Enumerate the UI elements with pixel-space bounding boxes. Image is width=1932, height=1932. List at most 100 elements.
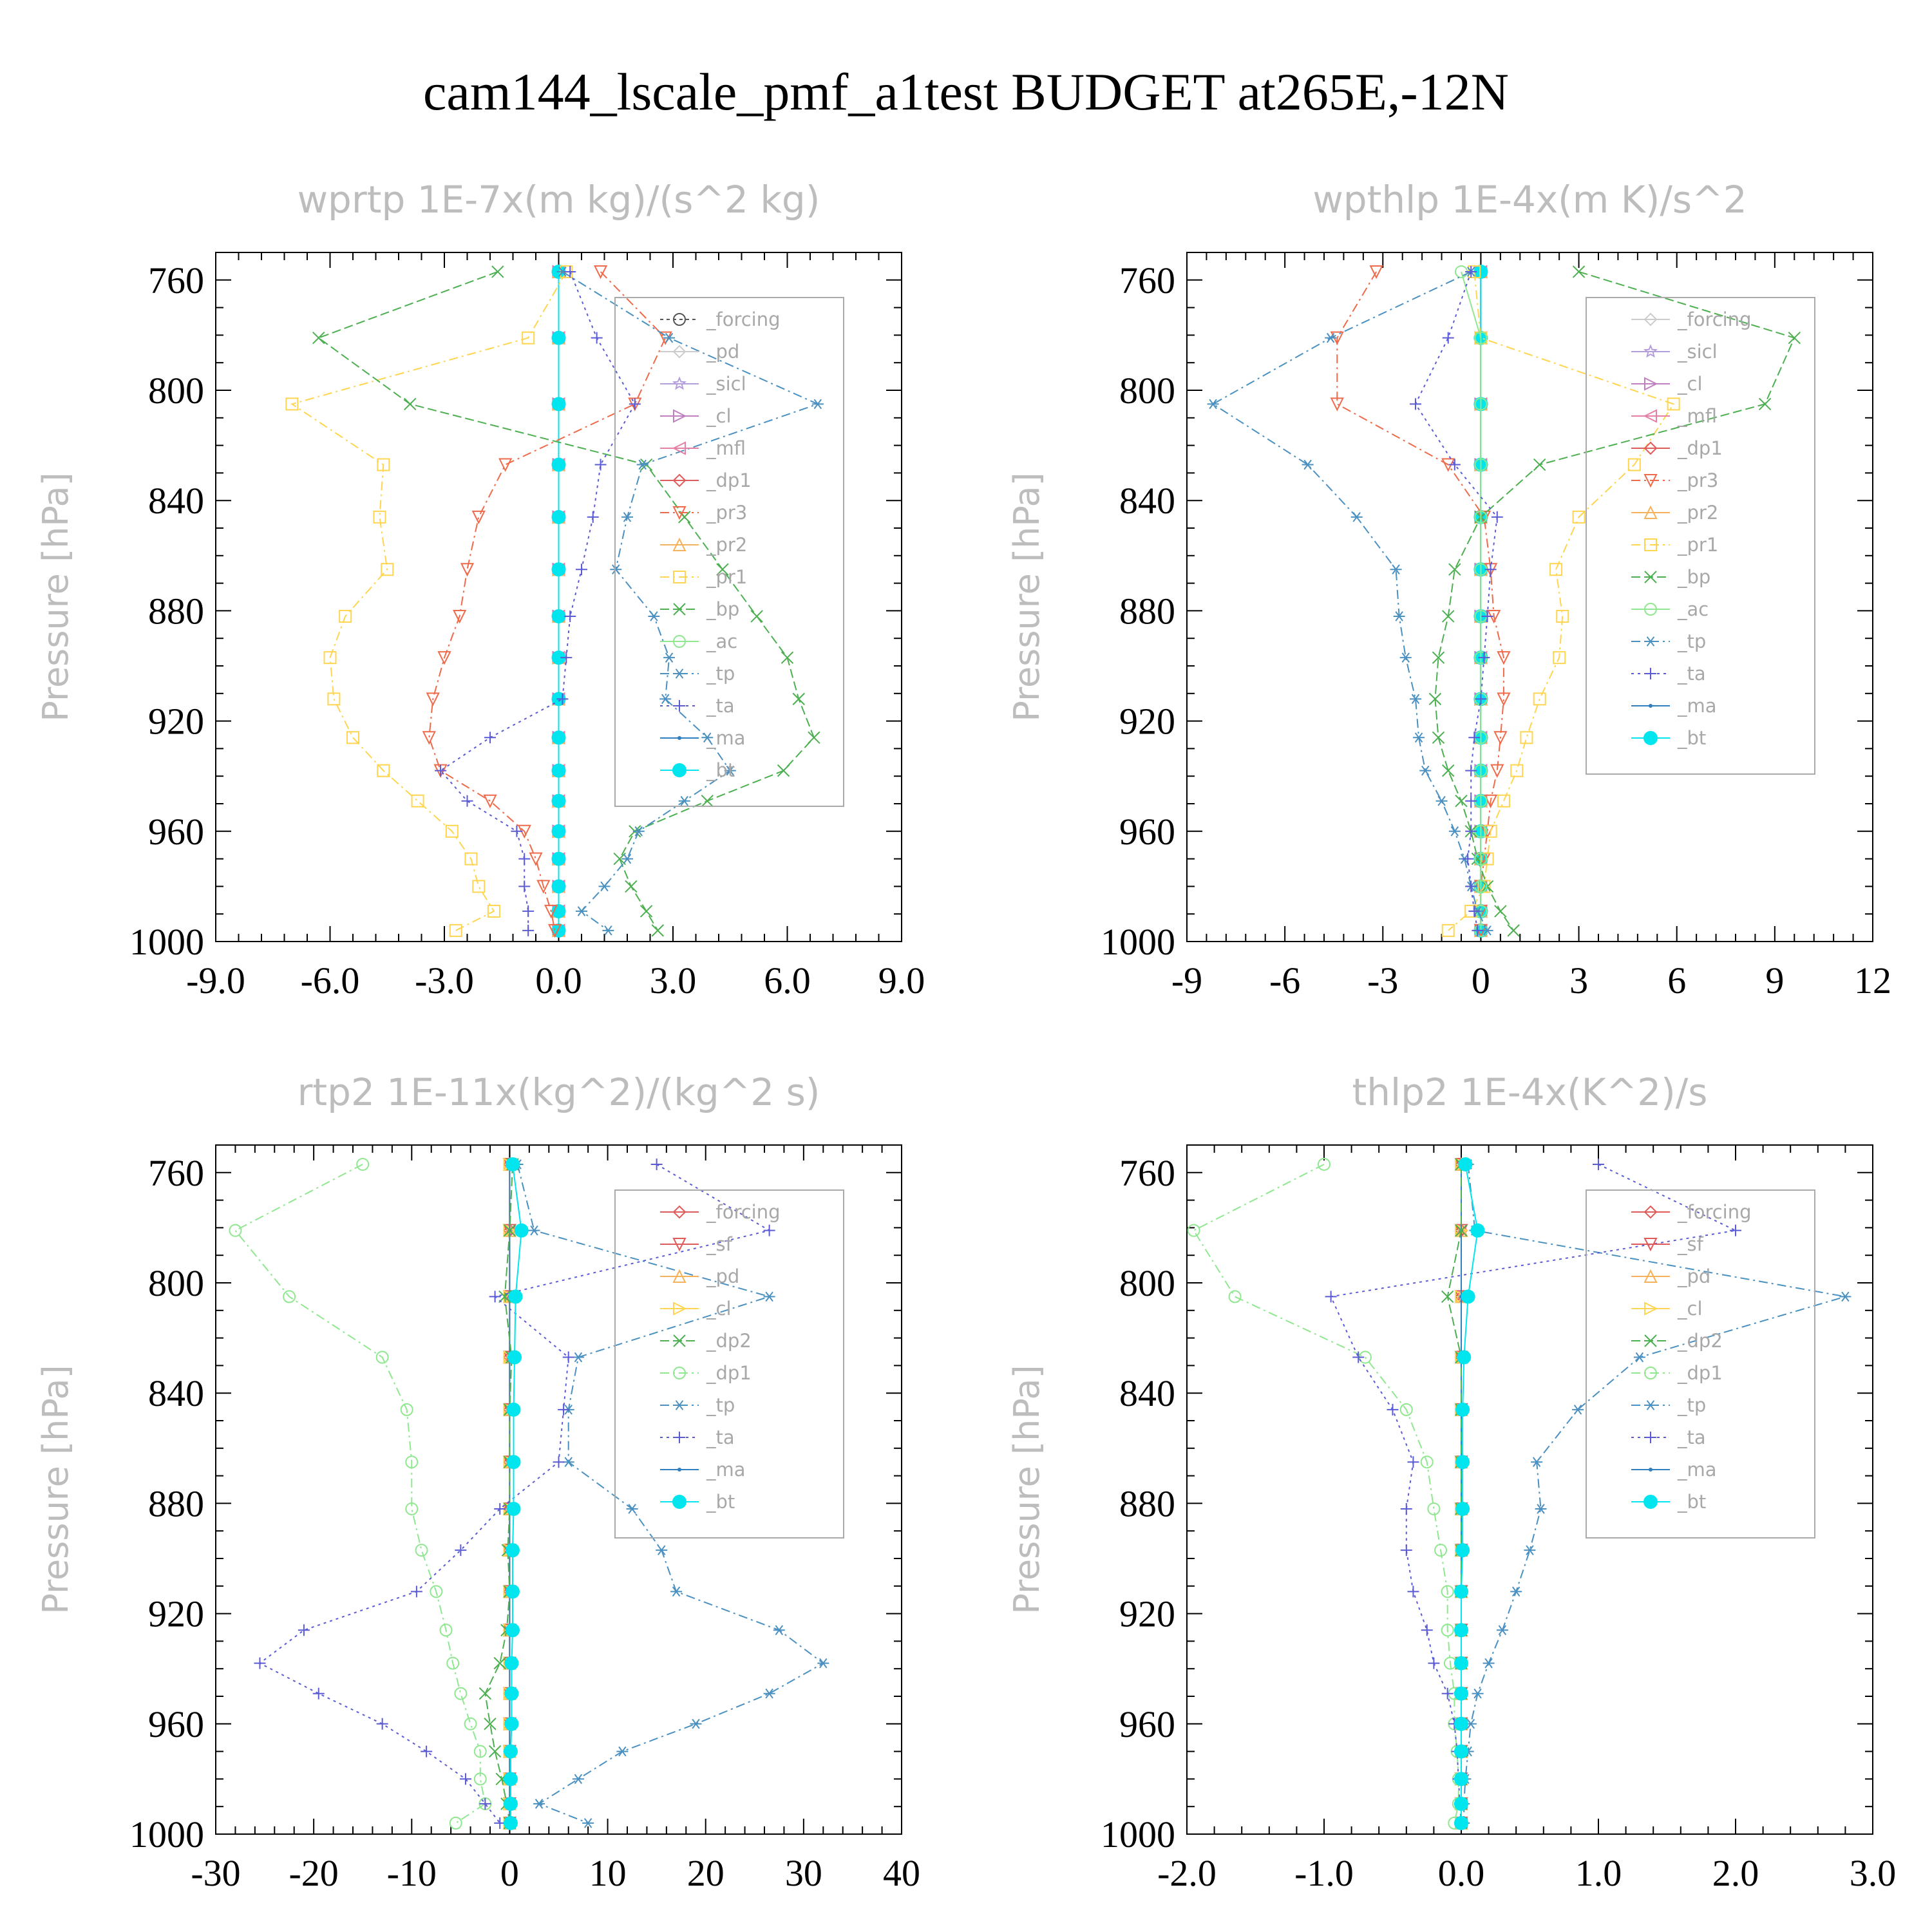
legend-label: _sf — [706, 1233, 733, 1255]
legend-marker — [1644, 603, 1657, 616]
y-tick-label: 960 — [1119, 811, 1175, 853]
data-point — [478, 1687, 492, 1700]
data-point — [763, 1291, 775, 1302]
x-tick-label: 2.0 — [1712, 1852, 1759, 1894]
data-point — [1491, 511, 1503, 523]
data-point — [1481, 852, 1494, 866]
data-point — [773, 1625, 785, 1636]
legend-label: _pd — [1677, 1265, 1710, 1287]
data-point — [1531, 1457, 1543, 1467]
data-point — [298, 1624, 310, 1636]
data-point — [1474, 852, 1488, 866]
data-point — [504, 1716, 519, 1731]
data-point — [808, 731, 820, 744]
data-point — [327, 692, 341, 706]
y-tick-label: 840 — [148, 1372, 204, 1414]
x-tick-label: 3.0 — [650, 960, 697, 1001]
y-tick-label: 880 — [1119, 590, 1175, 632]
legend-label: _ta — [706, 695, 735, 717]
data-point — [346, 731, 359, 744]
x-tick-label: 3 — [1569, 960, 1588, 1001]
data-point — [551, 330, 566, 345]
data-point — [1478, 652, 1490, 664]
data-point — [1473, 264, 1488, 279]
data-point — [1474, 458, 1488, 471]
legend-label: _bt — [706, 1491, 735, 1513]
data-point — [1442, 764, 1455, 777]
data-point — [551, 457, 566, 472]
data-point — [1432, 651, 1445, 664]
y-tick-label: 1000 — [129, 1814, 204, 1855]
legend-marker — [1643, 1205, 1658, 1219]
y-tick-label: 760 — [1119, 1152, 1175, 1194]
legend-label: _mfl — [706, 437, 746, 459]
series-line — [1330, 1164, 1738, 1823]
data-point — [1465, 825, 1477, 837]
data-point — [632, 826, 645, 837]
data-point — [1481, 925, 1493, 936]
legend-marker — [672, 763, 687, 777]
data-point — [576, 906, 587, 916]
data-point — [659, 694, 672, 705]
legend-label: _pr2 — [1677, 502, 1718, 524]
data-point — [1455, 1402, 1470, 1417]
y-axis-label: Pressure [hPa] — [35, 1365, 76, 1614]
x-tick-label: -9 — [1171, 960, 1202, 1001]
data-point — [405, 1455, 419, 1469]
y-tick-label: 880 — [148, 590, 204, 632]
data-point — [410, 1586, 422, 1598]
data-point — [701, 795, 714, 808]
legend-label: _dp1 — [1677, 1362, 1723, 1384]
data-point — [1207, 399, 1219, 410]
series-line — [1336, 271, 1504, 931]
y-tick-label: 880 — [1119, 1482, 1175, 1524]
legend-marker — [673, 603, 686, 616]
series-pr3 — [422, 265, 672, 938]
data-point — [1448, 459, 1461, 471]
data-point — [1474, 397, 1488, 411]
x-tick-label: -30 — [191, 1852, 240, 1894]
legend-marker — [1644, 571, 1657, 583]
data-point — [503, 1815, 518, 1830]
data-point — [613, 852, 626, 866]
plot-frame — [215, 1144, 902, 1835]
data-point — [1481, 880, 1494, 893]
legend-label: _cl — [1677, 373, 1703, 395]
data-point — [1549, 563, 1563, 576]
x-tick-label: -2.0 — [1157, 1852, 1217, 1894]
plot-area — [285, 252, 824, 942]
y-tick-label: 1000 — [1101, 921, 1175, 963]
data-point — [479, 1797, 491, 1810]
data-point — [562, 1457, 574, 1467]
data-point — [1390, 564, 1402, 574]
data-point — [460, 563, 475, 577]
data-point — [1454, 1656, 1468, 1671]
data-point — [587, 511, 599, 523]
x-tick-label: 6.0 — [764, 960, 811, 1001]
data-point — [663, 332, 676, 343]
series-bp — [312, 265, 820, 937]
data-point — [1387, 1403, 1399, 1416]
legend-marker — [673, 635, 686, 648]
data-point — [1428, 692, 1442, 706]
legend: _forcing _pd _sicl _cl _mfl _dp1 _pr3 _pr2 _pr1 _… — [614, 297, 844, 807]
data-point — [547, 923, 562, 938]
data-point — [1448, 826, 1461, 837]
chart-panel-4: thlp2 1E-4x(K^2)/s Pressure [hPa] 760 800 84… — [1007, 1070, 1896, 1894]
legend-marker — [1644, 538, 1657, 551]
plot-area — [1187, 1145, 1852, 1834]
x-tick-label: 9 — [1765, 960, 1784, 1001]
data-point — [1187, 1224, 1200, 1237]
data-point — [1465, 880, 1477, 893]
data-point — [1448, 563, 1461, 576]
data-point — [1454, 1584, 1468, 1599]
data-point — [1454, 1716, 1468, 1731]
data-point — [1410, 694, 1421, 705]
data-point — [591, 332, 603, 344]
legend-box — [614, 1189, 844, 1539]
legend-marker — [1643, 1495, 1658, 1509]
series-tp — [1458, 1159, 1852, 1828]
data-point — [522, 924, 535, 936]
data-point — [556, 693, 569, 705]
